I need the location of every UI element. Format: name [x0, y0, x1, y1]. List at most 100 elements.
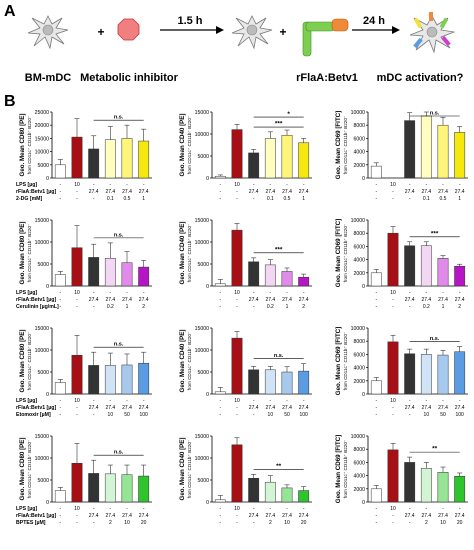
bar [387, 449, 399, 503]
bar [420, 354, 432, 395]
y-tick-label: 10000 [35, 456, 50, 462]
y-axis-sublabel: from CD11c⁺ CD11b⁺ B220⁻ [27, 223, 32, 282]
y-tick-label: 15000 [35, 218, 50, 224]
chart-1: 0 5000 10000 15000 Geo. Mean CD40 [PE] from C… [179, 110, 312, 202]
x-table-cell: - [59, 297, 61, 303]
bar [214, 499, 226, 503]
x-table-cell: 10 [234, 290, 240, 296]
x-table-cell: - [409, 290, 411, 296]
x-table-cell: 10 [390, 290, 396, 296]
y-tick-label: 8000 [353, 123, 365, 129]
x-table-cell: 27.4 [438, 189, 448, 195]
significance-label: ** [276, 463, 282, 470]
x-table-cell: 2 [142, 304, 145, 310]
bar [71, 136, 83, 179]
x-table-cell: 27.4 [265, 513, 275, 519]
x-table-cell: - [219, 182, 221, 188]
x-table-cell: 27.4 [122, 405, 132, 411]
x-table-cell: 27.4 [89, 189, 99, 195]
x-table-cell: - [425, 398, 427, 404]
x-table-cell: - [409, 304, 411, 310]
y-tick-label: 2000 [353, 163, 365, 169]
x-table-cell: - [76, 189, 78, 195]
x-table-cell: 27.4 [122, 189, 132, 195]
bar [121, 364, 133, 395]
y-tick-label: 4000 [353, 258, 365, 264]
x-table-cell: 27.4 [249, 405, 259, 411]
x-table-cell: - [59, 405, 61, 411]
x-table-cell: - [76, 297, 78, 303]
x-table-cell: - [143, 506, 145, 512]
x-table-cell: - [219, 304, 221, 310]
x-table-cell: 27.4 [438, 513, 448, 519]
significance-label: n.s. [114, 342, 124, 348]
x-table-cell: 10 [440, 520, 446, 526]
x-table-cell: - [219, 196, 221, 202]
x-table-cell: 27.4 [455, 297, 465, 303]
x-table-cell: 10 [390, 182, 396, 188]
x-table-cell: 20 [141, 520, 147, 526]
x-table-cell: - [375, 405, 377, 411]
x-table-cell: - [409, 182, 411, 188]
x-table-cell: 10 [74, 506, 80, 512]
bar [298, 276, 310, 287]
x-table-cell: - [219, 412, 221, 418]
x-table-cell: - [253, 506, 255, 512]
x-table-cell: - [442, 506, 444, 512]
x-table-cell: 1 [442, 304, 445, 310]
bar [281, 271, 293, 287]
y-axis-label: Geo. Mean CD40 [PE] [179, 114, 186, 177]
x-table-cell: 27.4 [438, 405, 448, 411]
x-table-cell: 27.4 [455, 405, 465, 411]
x-table-cell: 10 [108, 412, 114, 418]
x-table-cell: 27.4 [299, 297, 309, 303]
x-table-row-label: rFlaA:Betv1 [µg] [16, 513, 56, 519]
y-tick-label: 0 [362, 284, 365, 290]
x-table-cell: 0.5 [284, 196, 291, 202]
x-table-cell: - [286, 506, 288, 512]
x-table-row-label: LPS [µg] [16, 182, 37, 188]
significance-label: *** [275, 121, 283, 128]
bar [454, 132, 466, 179]
x-table-cell: - [219, 290, 221, 296]
significance-label: n.s. [430, 111, 440, 117]
bar [248, 152, 260, 179]
x-table-cell: - [126, 506, 128, 512]
y-tick-label: 0 [362, 176, 365, 182]
x-table-cell: - [442, 182, 444, 188]
arrow-1-label: 1.5 h [177, 15, 202, 27]
x-table-cell: - [93, 196, 95, 202]
x-table-cell: 20 [301, 520, 307, 526]
bar [104, 365, 116, 395]
x-table-cell: 27.4 [139, 297, 149, 303]
y-tick-label: 20000 [35, 123, 50, 129]
x-table-cell: - [126, 182, 128, 188]
bar [404, 120, 416, 179]
x-table-cell: - [392, 189, 394, 195]
x-table-cell: - [253, 412, 255, 418]
bar [248, 261, 260, 287]
x-table-cell: - [76, 405, 78, 411]
chart-10: 0 5000 10000 15000 Geo. Mean CD40 [PE] from C… [179, 434, 312, 526]
bar [370, 272, 382, 287]
y-tick-label: 6000 [353, 136, 365, 142]
x-table-cell: 27.4 [421, 297, 431, 303]
y-tick-label: 2000 [353, 379, 365, 385]
x-table-cell: - [59, 189, 61, 195]
x-table-cell: - [93, 520, 95, 526]
x-table-cell: 27.4 [122, 297, 132, 303]
x-table-cell: - [236, 189, 238, 195]
x-table-cell: - [392, 196, 394, 202]
bar [138, 140, 150, 179]
fusion-protein-icon [302, 18, 349, 57]
significance-label: n.s. [114, 115, 124, 121]
bar [404, 353, 416, 395]
bar [88, 365, 100, 395]
x-table-cell: - [219, 189, 221, 195]
x-table-cell: 27.4 [89, 297, 99, 303]
bar [71, 355, 83, 395]
bar [54, 490, 66, 503]
bar [231, 229, 243, 287]
x-table-cell: 2 [109, 520, 112, 526]
y-tick-label: 10000 [351, 434, 366, 440]
